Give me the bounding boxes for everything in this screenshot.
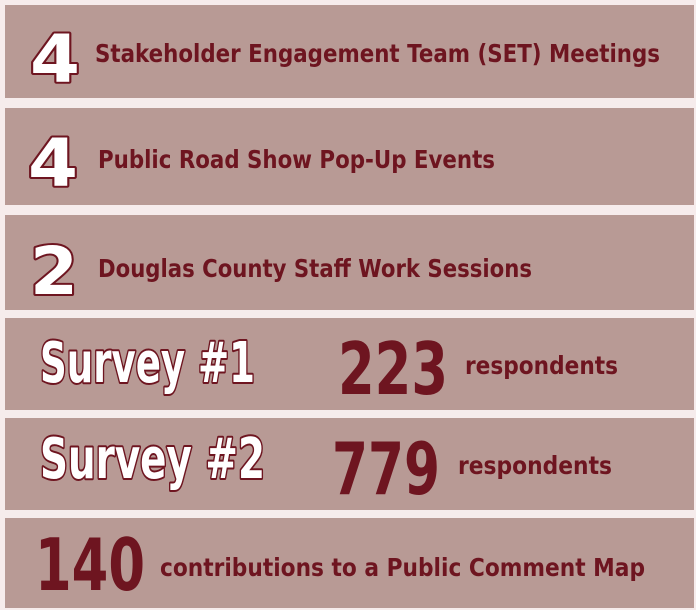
row-band: [5, 518, 694, 608]
survey-title: Survey #1: [40, 331, 255, 396]
row-band: [5, 108, 694, 205]
label: contributions to a Public Comment Map: [160, 553, 645, 582]
count: 4: [28, 125, 78, 202]
label: Public Road Show Pop-Up Events: [98, 145, 495, 174]
label: Stakeholder Engagement Team (SET) Meetin…: [95, 39, 660, 68]
row-band: [5, 5, 694, 98]
label: respondents: [465, 351, 618, 380]
row-band: [5, 215, 694, 310]
count: 779: [332, 427, 440, 511]
row-band: [5, 318, 694, 410]
label: Douglas County Staff Work Sessions: [98, 254, 532, 283]
count: 4: [30, 21, 80, 98]
survey-title: Survey #2: [40, 427, 265, 492]
count: 2: [30, 233, 78, 310]
label: respondents: [458, 451, 612, 480]
count: 140: [35, 523, 145, 607]
count: 223: [338, 327, 448, 411]
row-band: [5, 418, 694, 510]
